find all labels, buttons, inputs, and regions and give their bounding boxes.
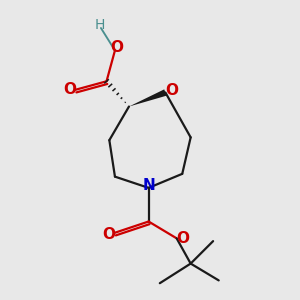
Text: O: O <box>165 83 178 98</box>
Text: O: O <box>176 231 189 246</box>
Text: O: O <box>102 226 115 242</box>
Text: H: H <box>94 18 105 32</box>
Polygon shape <box>129 89 166 106</box>
Text: O: O <box>111 40 124 55</box>
Text: O: O <box>63 82 76 97</box>
Text: N: N <box>142 178 155 193</box>
